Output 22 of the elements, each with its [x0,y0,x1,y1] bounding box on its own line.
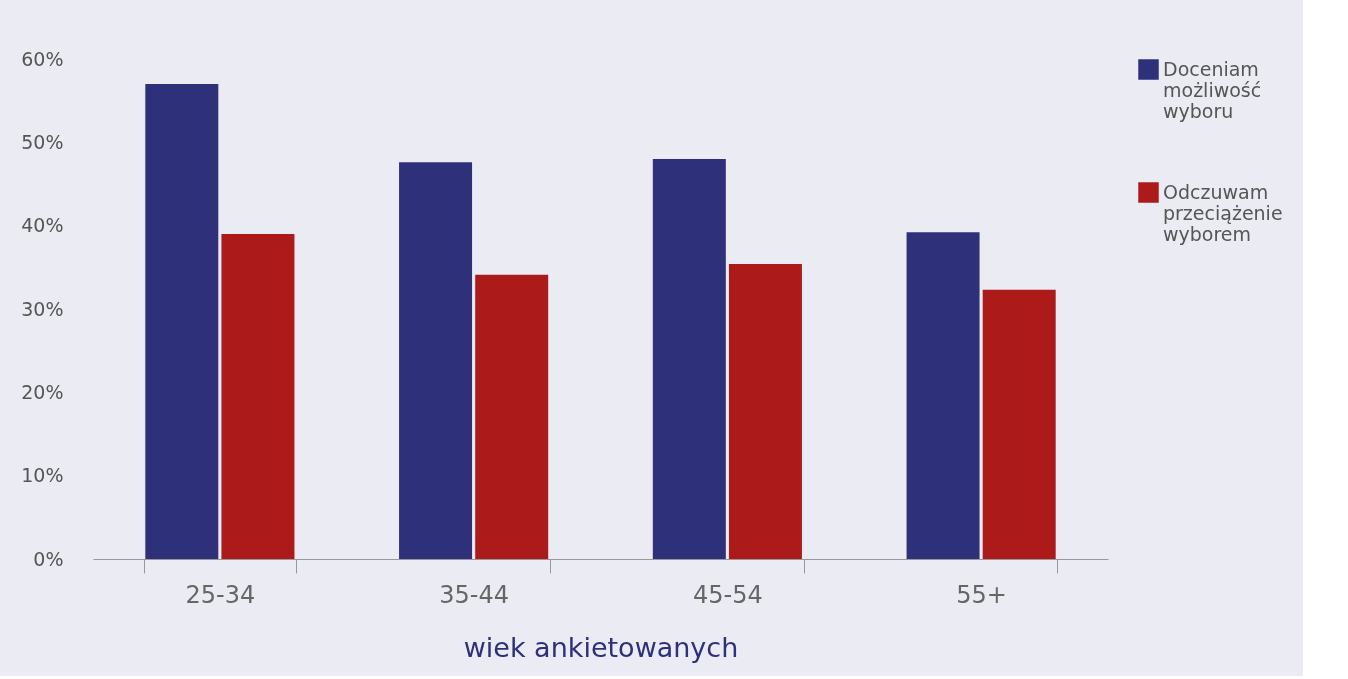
y-tick-label: 0% [33,547,64,570]
x-axis-title: wiek ankietowanych [463,631,739,663]
bar [221,234,295,559]
x-tick-label: 45-54 [693,580,763,609]
y-tick-label: 60% [21,47,64,70]
x-tick-label: 35-44 [439,580,509,609]
legend-label: Odczuwam przeciążenie wyborem [1163,180,1283,245]
y-tick-label: 40% [21,214,64,237]
bar [652,159,726,559]
bar [399,162,473,559]
y-tick-label: 30% [21,297,64,320]
x-tick-label: 55+ [956,580,1007,609]
bar [982,289,1056,559]
y-tick-label: 10% [21,464,64,487]
y-tick-label: 50% [21,130,64,153]
x-tick-label: 25-34 [185,580,256,609]
y-tick-label: 20% [21,380,64,403]
bar [145,84,219,559]
bar [906,232,980,559]
legend-label: Doceniam możliwość wyboru [1163,57,1262,122]
bar [475,274,549,559]
bar [728,264,802,559]
